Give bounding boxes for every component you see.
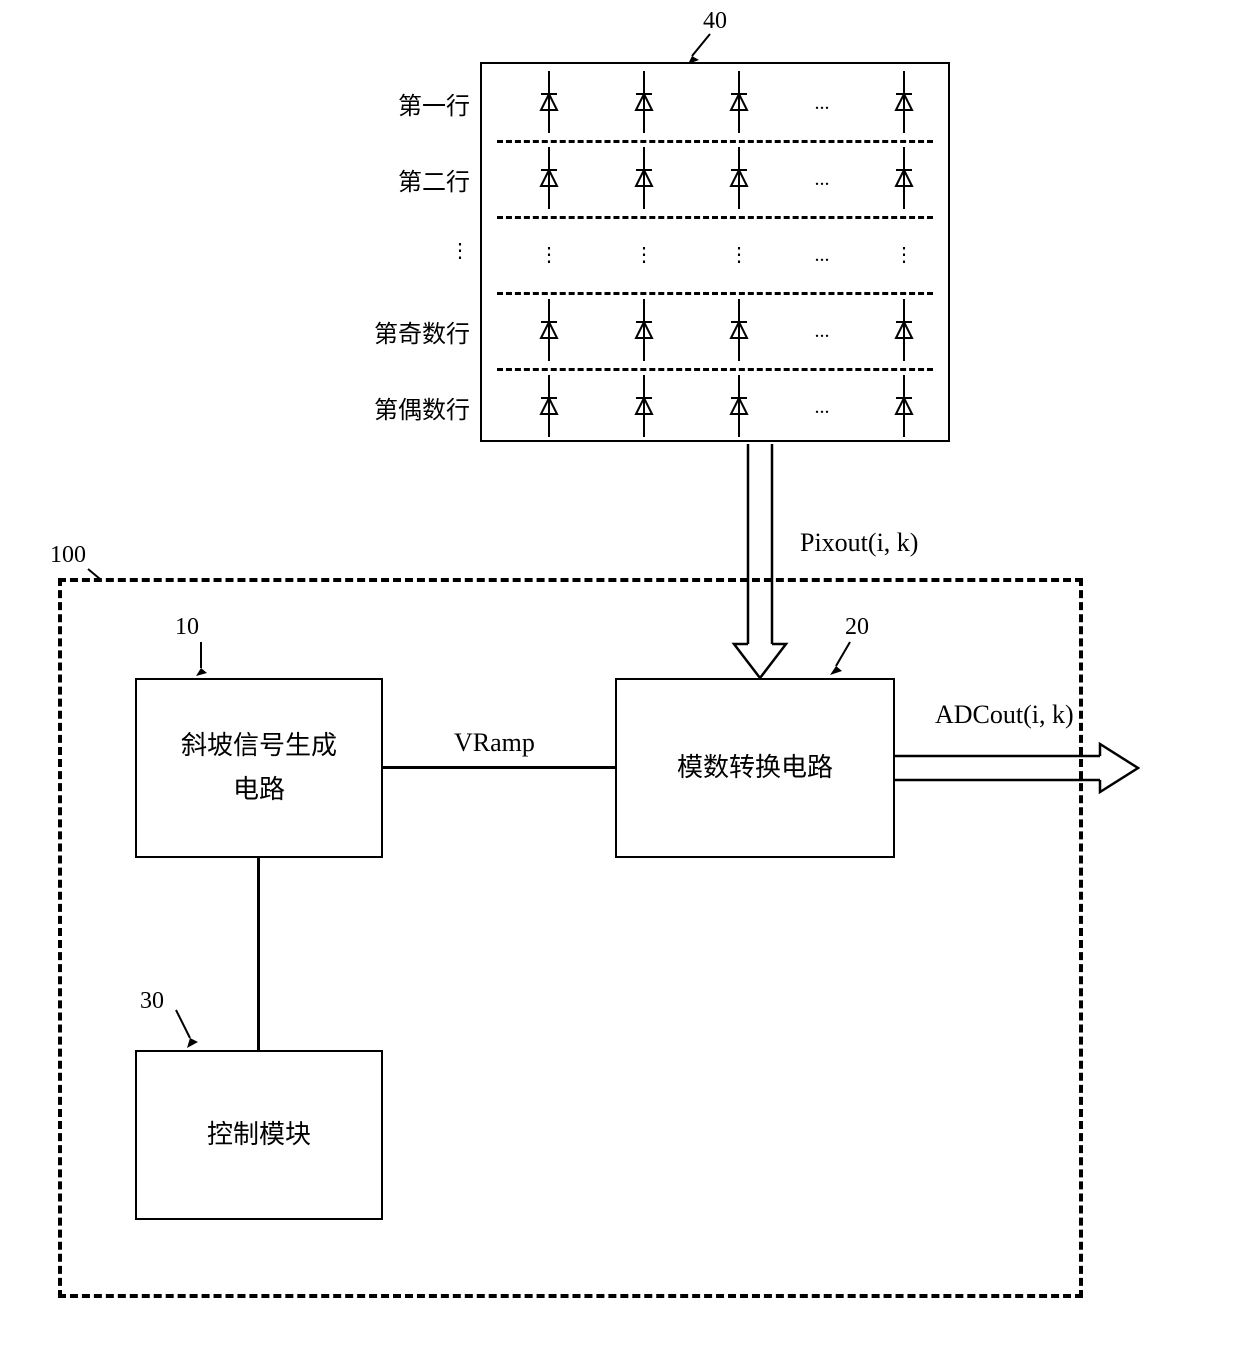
diode-icon <box>727 140 751 216</box>
ellipsis: ... <box>802 320 842 343</box>
diode-icon <box>727 64 751 140</box>
diode-icon <box>537 140 561 216</box>
vdots: ⋮ <box>727 242 751 267</box>
diode-icon <box>727 292 751 368</box>
diode-icon <box>892 140 916 216</box>
pointer-20 <box>826 640 856 680</box>
diode-icon <box>537 368 561 444</box>
label-30: 30 <box>140 988 164 1015</box>
row-divider <box>497 216 933 219</box>
pointer-30 <box>170 1004 206 1052</box>
diode-icon <box>632 292 656 368</box>
label-pixout: Pixout(i, k) <box>800 528 918 558</box>
pixel-array: ... ... ⋮ ⋮ ⋮ ... ⋮ <box>480 62 950 442</box>
row-divider <box>497 292 933 295</box>
row-label-vdots: ⋮ <box>350 238 470 263</box>
vdots: ⋮ <box>892 242 916 267</box>
row-label-odd: 第奇数行 <box>350 314 470 349</box>
ellipsis: ... <box>802 168 842 191</box>
ellipsis: ... <box>802 244 842 267</box>
label-100: 100 <box>50 542 86 569</box>
diode-icon <box>537 64 561 140</box>
wire-vramp <box>383 766 615 769</box>
pointer-40 <box>685 32 715 66</box>
diode-icon <box>727 368 751 444</box>
vdots: ⋮ <box>537 242 561 267</box>
block-adc: 模数转换电路 <box>615 678 895 858</box>
row-divider <box>497 140 933 143</box>
row-divider <box>497 368 933 371</box>
ellipsis: ... <box>802 92 842 115</box>
diode-icon <box>892 368 916 444</box>
row-label-even: 第偶数行 <box>350 390 470 425</box>
block-ramp: 斜坡信号生成 电路 <box>135 678 383 858</box>
diode-icon <box>632 368 656 444</box>
label-10: 10 <box>175 614 199 641</box>
block-ctrl: 控制模块 <box>135 1050 383 1220</box>
vdots: ⋮ <box>632 242 656 267</box>
diode-icon <box>632 140 656 216</box>
label-adcout: ADCout(i, k) <box>935 700 1074 730</box>
diode-icon <box>632 64 656 140</box>
ellipsis: ... <box>802 396 842 419</box>
label-vramp: VRamp <box>454 728 535 758</box>
row-label-1: 第一行 <box>350 86 470 121</box>
pointer-10 <box>195 640 225 680</box>
block-diagram: 40 ... ... <box>0 0 1240 1356</box>
row-label-2: 第二行 <box>350 162 470 197</box>
label-20: 20 <box>845 614 869 641</box>
diode-icon <box>892 292 916 368</box>
diode-icon <box>537 292 561 368</box>
arrow-adcout <box>895 740 1140 796</box>
label-40: 40 <box>703 8 727 35</box>
wire-ramp-ctrl <box>257 858 260 1050</box>
diode-icon <box>892 64 916 140</box>
